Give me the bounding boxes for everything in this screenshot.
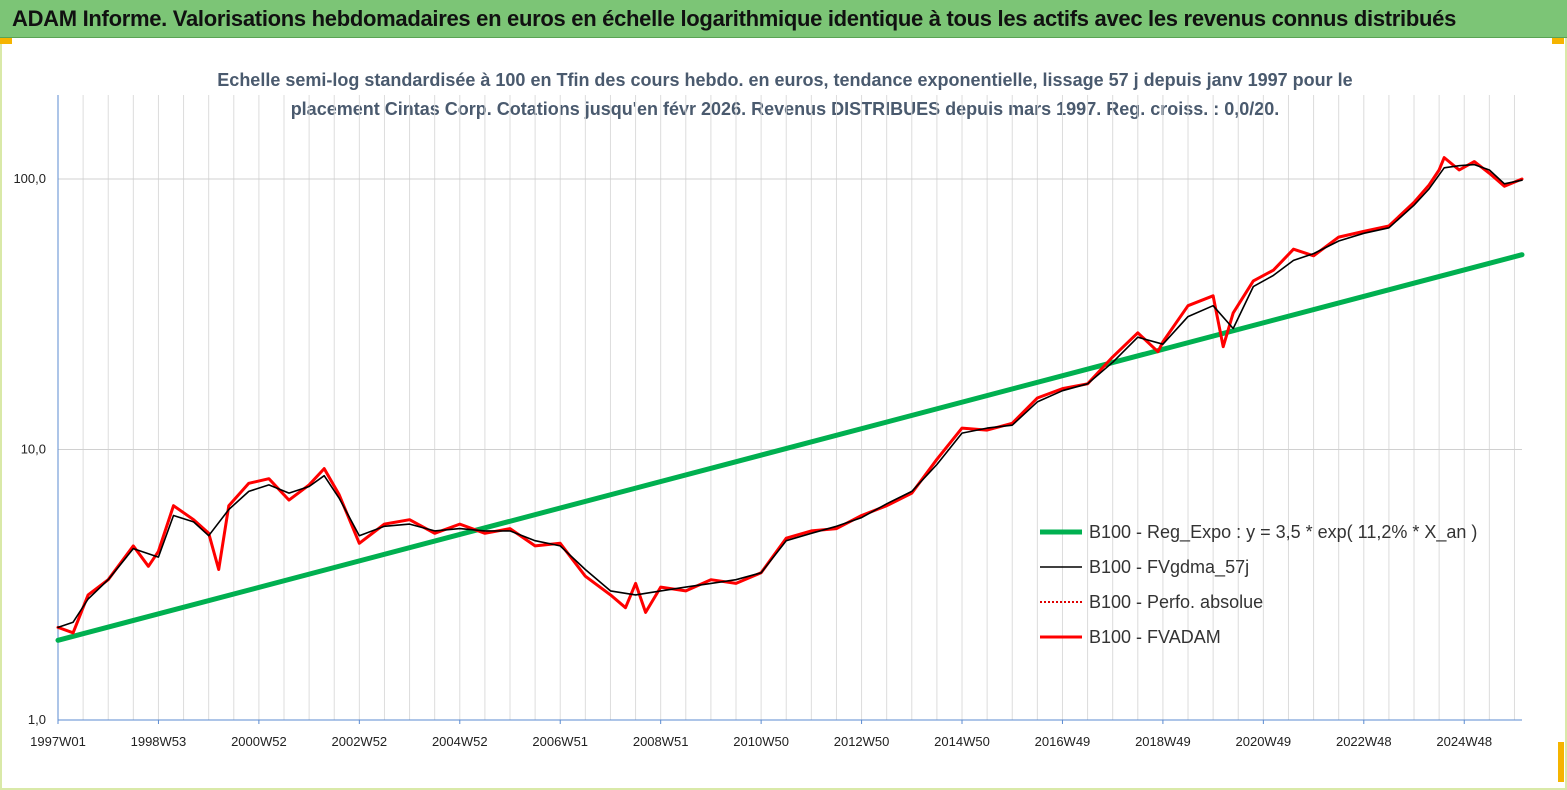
x-tick-label: 2008W51	[633, 734, 689, 749]
y-tick-label: 10,0	[21, 442, 46, 457]
x-tick-label: 2022W48	[1336, 734, 1392, 749]
y-tick-label: 100,0	[13, 171, 46, 186]
chart-subtitle: Echelle semi-log standardisée à 100 en T…	[217, 70, 1353, 119]
x-tick-label: 2018W49	[1135, 734, 1191, 749]
y-tick-label: 1,0	[28, 712, 46, 727]
x-tick-label: 2016W49	[1035, 734, 1091, 749]
legend-label: B100 - Reg_Expo : y = 3,5 * exp( 11,2% *…	[1089, 522, 1477, 543]
report-title: ADAM Informe. Valorisations hebdomadaire…	[12, 6, 1457, 31]
series-line-1	[57, 163, 1523, 629]
corner-marker-top-right	[1552, 38, 1564, 44]
x-tick-label: 1997W01	[30, 734, 86, 749]
report-banner: ADAM Informe. Valorisations hebdomadaire…	[0, 0, 1567, 38]
x-tick-label: 2000W52	[231, 734, 287, 749]
series-line-0	[55, 252, 1525, 643]
corner-marker-bottom-right	[1558, 742, 1564, 782]
series-lines	[55, 156, 1525, 643]
axes	[57, 95, 1522, 724]
gridlines	[58, 95, 1522, 721]
x-tick-label: 2010W50	[733, 734, 789, 749]
x-tick-label: 2024W48	[1436, 734, 1492, 749]
series-line-3	[56, 156, 1524, 635]
tick-labels: 1,0 10,0 100,0 1997W01 1998W53 2000W52 2002W52…	[13, 171, 1492, 749]
corner-marker-top-left	[0, 38, 12, 44]
x-tick-label: 2020W49	[1236, 734, 1292, 749]
legend-label: B100 - Perfo. absolue	[1089, 592, 1263, 612]
legend-label: B100 - FVgdma_57j	[1089, 557, 1249, 578]
x-tick-label: 2014W50	[934, 734, 990, 749]
x-tick-label: 1998W53	[131, 734, 187, 749]
legend: B100 - Reg_Expo : y = 3,5 * exp( 11,2% *…	[1040, 522, 1477, 647]
x-tick-label: 2006W51	[532, 734, 588, 749]
x-tick-label: 2004W52	[432, 734, 488, 749]
x-tick-label: 2012W50	[834, 734, 890, 749]
legend-label: B100 - FVADAM	[1089, 627, 1221, 647]
x-tick-label: 2002W52	[332, 734, 388, 749]
